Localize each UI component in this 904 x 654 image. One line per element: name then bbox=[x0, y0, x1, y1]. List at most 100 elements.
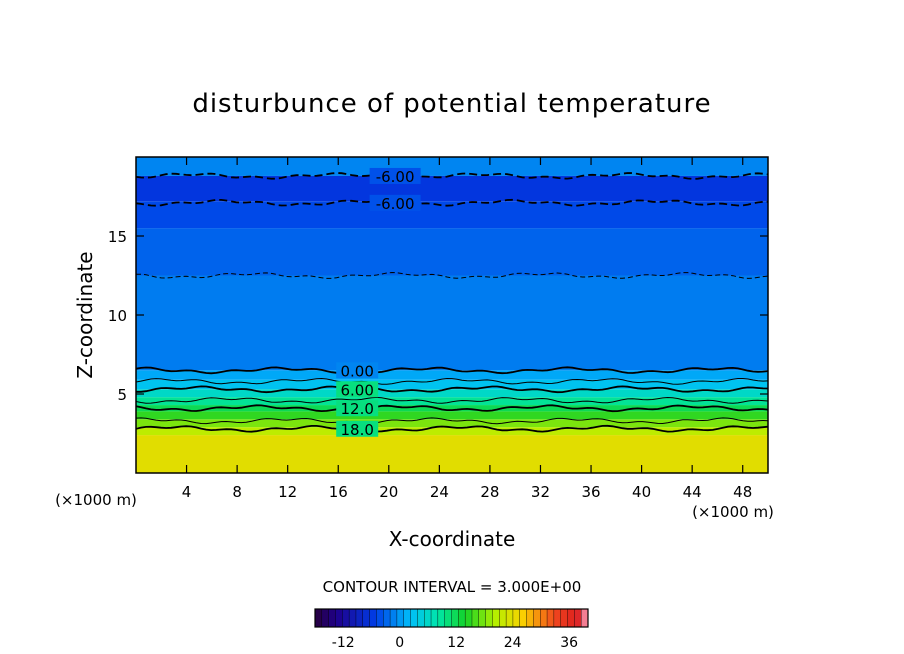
contour-label-bg-9 bbox=[369, 167, 421, 184]
y-axis-label: Z-coordinate bbox=[73, 251, 97, 378]
colorbar-cell-14 bbox=[410, 608, 418, 628]
x-tick-label-16: 16 bbox=[329, 483, 348, 501]
x-tick-label-12: 12 bbox=[278, 483, 297, 501]
colorbar-cell-33 bbox=[540, 608, 548, 628]
x-unit-right: (×1000 m) bbox=[692, 503, 774, 521]
contour-line-0 bbox=[136, 424, 768, 433]
x-axis-ticks: 4 8 12 16 20 24 28 32 36 40 44 48 bbox=[182, 157, 752, 501]
colorbar-tick-label-0: -12 bbox=[332, 635, 355, 651]
x-unit-left: (×1000 m) bbox=[55, 491, 137, 509]
contour-labels: 18.0 12.06.000.00 -6.00 -6.00 bbox=[336, 167, 421, 439]
contour-line-8 bbox=[136, 198, 768, 207]
colorbar-cell-20 bbox=[451, 608, 459, 628]
colorbar-tick-label-2: 12 bbox=[447, 635, 465, 651]
contour-label-4: 6.00 bbox=[340, 381, 373, 399]
colorbar bbox=[314, 608, 589, 628]
colorbar-cell-30 bbox=[519, 608, 528, 628]
colorbar-tick-label-4: 36 bbox=[560, 635, 578, 651]
fill-band-13 bbox=[136, 157, 768, 176]
contour-label-2: 12.0 bbox=[340, 400, 373, 418]
contour-label-bg-2 bbox=[336, 400, 379, 417]
colorbar-cell-13 bbox=[403, 608, 412, 628]
colorbar-cell-17 bbox=[430, 608, 439, 628]
colorbar-cell-12 bbox=[396, 608, 405, 628]
colorbar-cell-11 bbox=[389, 608, 398, 628]
contour-line-6 bbox=[136, 366, 768, 375]
fill-band-10 bbox=[136, 228, 768, 276]
colorbar-cell-36 bbox=[560, 608, 569, 628]
colorbar-cell-35 bbox=[553, 608, 562, 628]
contour-line-9 bbox=[136, 172, 768, 180]
colorbar-tick-label-1: 0 bbox=[395, 635, 404, 651]
contour-label-bg-0 bbox=[336, 420, 379, 437]
colorbar-cell-2 bbox=[328, 608, 336, 628]
fill-band-1 bbox=[136, 427, 768, 436]
colorbar-cell-32 bbox=[533, 608, 541, 628]
colorbar-cell-39 bbox=[580, 608, 589, 628]
fill-band-3 bbox=[136, 411, 768, 420]
colorbar-cell-15 bbox=[417, 608, 425, 628]
x-tick-label-48: 48 bbox=[733, 483, 752, 501]
colorbar-cell-24 bbox=[478, 608, 487, 628]
contour-line-2 bbox=[136, 404, 768, 413]
colorbar-cell-3 bbox=[335, 608, 343, 628]
colorbar-cell-27 bbox=[499, 608, 507, 628]
x-tick-label-32: 32 bbox=[531, 483, 550, 501]
contour-label-6: 0.00 bbox=[340, 362, 373, 380]
colorbar-cell-19 bbox=[444, 608, 452, 628]
x-tick-label-8: 8 bbox=[232, 483, 242, 501]
colorbar-cell-26 bbox=[492, 608, 500, 628]
colorbar-cell-7 bbox=[362, 608, 371, 628]
colorbar-cell-25 bbox=[485, 608, 493, 628]
fill-band-8 bbox=[136, 370, 768, 380]
colorbar-cell-29 bbox=[512, 608, 521, 628]
colorbar-cell-31 bbox=[526, 608, 534, 628]
plot-area bbox=[136, 157, 768, 473]
contour-line-5 bbox=[136, 377, 768, 385]
colorbar-cell-0 bbox=[314, 608, 323, 628]
colorbar-cell-37 bbox=[567, 608, 575, 628]
colorbar-cell-4 bbox=[342, 608, 350, 628]
contour-line-4 bbox=[136, 385, 768, 394]
contour-line-7 bbox=[136, 271, 768, 279]
x-tick-label-24: 24 bbox=[430, 483, 449, 501]
colorbar-tick-label-3: 24 bbox=[504, 635, 522, 651]
fill-band-4 bbox=[136, 405, 768, 412]
colorbar-ticks: -12 0 12 24 36 bbox=[332, 635, 578, 651]
x-tick-label-28: 28 bbox=[480, 483, 499, 501]
x-tick-label-44: 44 bbox=[683, 483, 702, 501]
fill-band-5 bbox=[136, 397, 768, 406]
contour-label-bg-8 bbox=[369, 194, 421, 211]
contour-line-3 bbox=[136, 396, 768, 404]
colorbar-cell-6 bbox=[355, 608, 364, 628]
colorbar-cell-38 bbox=[574, 608, 582, 628]
fill-band-7 bbox=[136, 379, 768, 390]
fill-band-6 bbox=[136, 389, 768, 398]
contour-line-1 bbox=[136, 417, 768, 425]
colorbar-cell-28 bbox=[505, 608, 514, 628]
colorbar-cell-1 bbox=[321, 608, 330, 628]
colorbar-cell-8 bbox=[369, 608, 377, 628]
contour-label-0: 18.0 bbox=[340, 421, 373, 439]
chart-title: disturbunce of potential temperature bbox=[192, 89, 711, 119]
contour-label-8: -6.00 bbox=[376, 195, 415, 213]
contour-label-9: -6.00 bbox=[376, 168, 415, 186]
colorbar-cell-23 bbox=[471, 608, 480, 628]
fill-band-2 bbox=[136, 419, 768, 428]
colorbar-cell-9 bbox=[376, 608, 384, 628]
fill-band-12 bbox=[136, 175, 768, 202]
x-tick-label-36: 36 bbox=[581, 483, 600, 501]
colorbar-cell-18 bbox=[437, 608, 446, 628]
contour-label-bg-4 bbox=[336, 381, 379, 398]
colorbar-cell-10 bbox=[383, 608, 391, 628]
contour-interval-text: CONTOUR INTERVAL = 3.000E+00 bbox=[323, 578, 582, 596]
fill-band-9 bbox=[136, 275, 768, 371]
y-tick-label-10: 10 bbox=[108, 307, 127, 325]
colorbar-cell-22 bbox=[464, 608, 473, 628]
y-axis-ticks: 5 10 15 bbox=[108, 228, 768, 404]
colorbar-cell-5 bbox=[348, 608, 357, 628]
colorbar-cell-34 bbox=[546, 608, 555, 628]
x-tick-label-40: 40 bbox=[632, 483, 651, 501]
x-tick-label-20: 20 bbox=[379, 483, 398, 501]
colorbar-cell-16 bbox=[424, 608, 432, 628]
